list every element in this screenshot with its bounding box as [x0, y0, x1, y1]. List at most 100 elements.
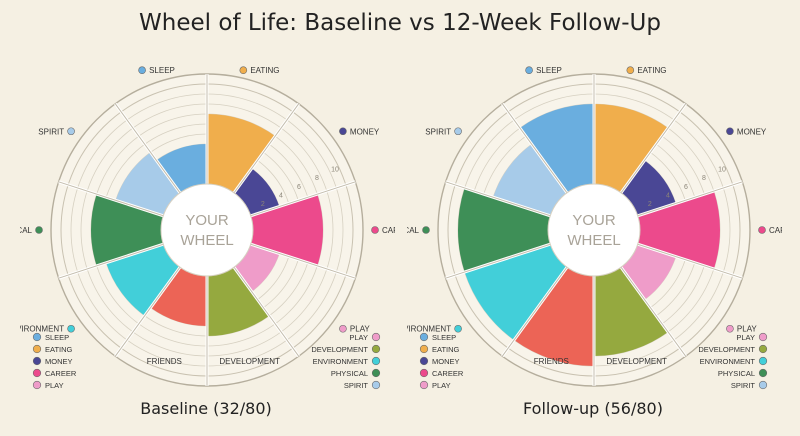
center-circle [160, 183, 254, 277]
wedge-development [594, 267, 669, 356]
svg-text:EATING: EATING [250, 66, 279, 75]
legend-right-item-spirit: SPIRIT [731, 380, 768, 390]
category-label-career: CAREER [758, 226, 782, 235]
legend-left-item-sleep: SLEEP [419, 332, 456, 342]
svg-text:PLAY: PLAY [432, 381, 451, 390]
spoke-line [501, 103, 568, 194]
category-label-eating: EATING [626, 66, 667, 75]
wedge-career [250, 194, 323, 266]
scale-tick-label: 10 [331, 166, 339, 173]
legend-right-item-environment: ENVIRONMENT [313, 356, 381, 366]
legend-right-item-environment: ENVIRONMENT [700, 356, 768, 366]
scale-tick-label: 2 [261, 201, 265, 208]
category-label-money: MONEY [339, 127, 380, 136]
spoke-line [637, 243, 743, 279]
wedge-sleep [156, 144, 207, 193]
wedge-friends [150, 267, 207, 326]
svg-text:PHYSICAL: PHYSICAL [20, 226, 33, 235]
caption-baseline: Baseline (32/80) [140, 399, 272, 418]
legend-right-item-development: DEVELOPMENT [311, 344, 381, 354]
legend-left-item-eating: EATING [32, 344, 73, 354]
spoke-line [233, 103, 300, 194]
legend-left-item-money: MONEY [32, 356, 73, 366]
caption-follow-up: Follow-up (56/80) [523, 399, 663, 418]
svg-text:SLEEP: SLEEP [432, 333, 456, 342]
legend-right-item-physical: PHYSICAL [718, 368, 768, 378]
category-label-development: DEVELOPMENT [606, 357, 667, 366]
legend-left-item-money: MONEY [419, 356, 460, 366]
spoke-line [620, 266, 687, 357]
spoke-line [620, 103, 687, 194]
legend-right-item-play: PLAY [349, 332, 381, 342]
wedge-spirit [493, 144, 567, 216]
svg-text:CAREER: CAREER [45, 369, 77, 378]
category-label-physical: PHYSICAL [20, 226, 43, 235]
category-label-play: PLAY [339, 325, 370, 334]
category-label-development: DEVELOPMENT [219, 357, 280, 366]
wedge-sleep [519, 104, 594, 193]
legend-left-item-eating: EATING [419, 344, 460, 354]
wheel-chart-baseline: 2 4 6 8 10 YOUR WHEEL EATING MONEY CAREER PLAY DEVE… [20, 66, 395, 390]
svg-text:PLAY: PLAY [349, 333, 368, 342]
svg-text:SPIRIT: SPIRIT [425, 127, 451, 136]
svg-text:SLEEP: SLEEP [45, 333, 69, 342]
category-label-spirit: SPIRIT [425, 127, 462, 136]
svg-text:CAREER: CAREER [769, 226, 782, 235]
center-label: WHEEL [180, 232, 233, 249]
legend-left-item-career: CAREER [32, 368, 77, 378]
svg-text:ENVIRONMENT: ENVIRONMENT [313, 357, 369, 366]
scale-tick-label: 8 [702, 175, 706, 182]
wedge-eating [594, 104, 669, 193]
category-label-environment: ENVIRONMENT [20, 325, 75, 334]
category-label-eating: EATING [239, 66, 280, 75]
svg-text:MONEY: MONEY [45, 357, 73, 366]
legend-right-item-spirit: SPIRIT [344, 380, 381, 390]
center-label: WHEEL [567, 232, 620, 249]
wedge-spirit [115, 152, 180, 216]
wedge-development [207, 267, 270, 336]
svg-text:CAREER: CAREER [382, 226, 395, 235]
svg-text:SLEEP: SLEEP [149, 66, 175, 75]
svg-text:ENVIRONMENT: ENVIRONMENT [407, 325, 451, 334]
spoke-line [501, 266, 568, 357]
svg-text:MONEY: MONEY [432, 357, 460, 366]
svg-text:DEVELOPMENT: DEVELOPMENT [219, 357, 280, 366]
svg-text:EATING: EATING [45, 345, 73, 354]
center-label: YOUR [185, 212, 229, 229]
category-label-environment: ENVIRONMENT [407, 325, 462, 334]
center-circle [547, 183, 641, 277]
svg-text:EATING: EATING [432, 345, 460, 354]
svg-text:PHYSICAL: PHYSICAL [331, 369, 368, 378]
legend-right-item-physical: PHYSICAL [331, 368, 381, 378]
wedge-friends [514, 267, 594, 366]
spoke-line [114, 103, 181, 194]
scale-tick-label: 6 [684, 184, 688, 191]
scale-tick-label: 4 [279, 192, 283, 199]
spoke-line [445, 243, 551, 279]
spoke-line [58, 243, 164, 279]
svg-text:SPIRIT: SPIRIT [731, 381, 756, 390]
svg-text:SPIRIT: SPIRIT [38, 127, 64, 136]
spoke-line [637, 181, 743, 217]
svg-text:ENVIRONMENT: ENVIRONMENT [20, 325, 64, 334]
legend-right-item-play: PLAY [736, 332, 768, 342]
legend-left-item-career: CAREER [419, 368, 464, 378]
svg-text:PHYSICAL: PHYSICAL [407, 226, 420, 235]
wedge-environment [106, 244, 180, 316]
svg-text:ENVIRONMENT: ENVIRONMENT [700, 357, 756, 366]
legend-right-item-development: DEVELOPMENT [698, 344, 768, 354]
svg-text:FRIENDS: FRIENDS [534, 357, 569, 366]
svg-text:PLAY: PLAY [350, 325, 371, 334]
svg-text:PLAY: PLAY [45, 381, 64, 390]
svg-text:SLEEP: SLEEP [536, 66, 562, 75]
category-label-physical: PHYSICAL [407, 226, 430, 235]
category-label-sleep: SLEEP [138, 66, 175, 75]
spoke-line [58, 181, 164, 217]
category-label-friends: FRIENDS [534, 357, 569, 366]
legend-left-item-play: PLAY [32, 380, 64, 390]
svg-text:MONEY: MONEY [350, 127, 380, 136]
spoke-line [250, 181, 356, 217]
spoke-line [250, 243, 356, 279]
svg-text:SPIRIT: SPIRIT [344, 381, 369, 390]
